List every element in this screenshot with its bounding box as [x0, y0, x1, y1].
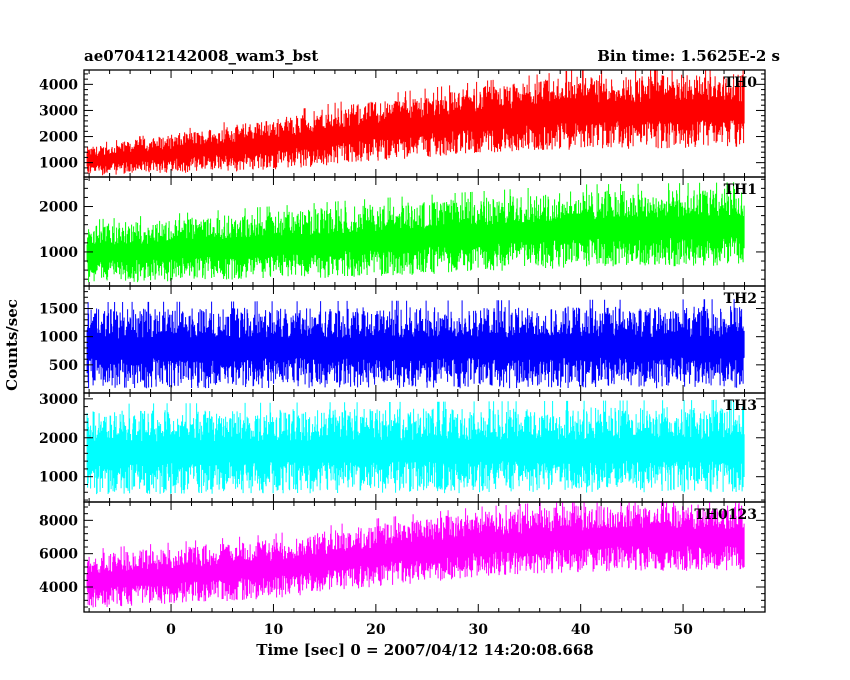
y-tick-label: 1000 — [39, 330, 78, 346]
panel-th1: 1000 2000 TH1 — [39, 176, 766, 287]
panel-group: 1000 2000 3000 4000 TH0 1000 2000 TH1 500 1000 150… — [39, 69, 766, 613]
x-tick-label: 10 — [264, 622, 284, 638]
y-tick-label: 4000 — [39, 580, 78, 596]
y-tick-label: 2000 — [39, 130, 78, 146]
y-tick-label: 1000 — [39, 156, 78, 172]
panel-th0: 1000 2000 3000 4000 TH0 — [39, 69, 766, 178]
bin-time-label: Bin time: 1.5625E-2 s — [597, 47, 780, 65]
panel-th3: 1000 2000 3000 TH3 — [39, 392, 766, 503]
panel-frame — [83, 501, 766, 613]
x-tick-labels: 0 10 20 30 40 50 — [166, 622, 693, 638]
panel-label: TH0 — [724, 75, 758, 91]
y-tick-label: 3000 — [39, 392, 78, 408]
panel-label: TH0123 — [694, 507, 757, 523]
y-tick-label: 2000 — [39, 431, 78, 447]
series-th0 — [86, 70, 745, 176]
y-axis-label: Counts/sec — [3, 299, 21, 391]
x-tick-label: 50 — [673, 622, 693, 638]
panel-th0123: 4000 6000 8000 TH0123 — [39, 501, 766, 613]
y-tick-label: 500 — [49, 358, 78, 374]
panel-label: TH3 — [724, 398, 757, 414]
y-tick-label: 1000 — [39, 470, 78, 486]
series-th1 — [86, 182, 745, 283]
x-tick-label: 20 — [366, 622, 386, 638]
panel-th2: 500 1000 1500 TH2 — [39, 285, 766, 394]
x-axis-label: Time [sec] 0 = 2007/04/12 14:20:08.668 — [256, 641, 593, 659]
y-tick-label: 6000 — [39, 547, 78, 563]
y-tick-label: 2000 — [39, 200, 78, 216]
y-tick-label: 1500 — [39, 302, 78, 318]
panel-label: TH1 — [724, 182, 757, 198]
x-tick-label: 40 — [571, 622, 591, 638]
series-th3 — [86, 399, 745, 495]
y-tick-label: 1000 — [39, 245, 78, 261]
panel-label: TH2 — [724, 291, 757, 307]
y-tick-label: 3000 — [39, 103, 78, 119]
y-tick-label: 8000 — [39, 513, 78, 529]
x-tick-label: 0 — [166, 622, 176, 638]
series-th2 — [86, 299, 745, 389]
series-th0123 — [86, 502, 745, 608]
chart-title: ae070412142008_wam3_bst — [84, 47, 318, 65]
y-tick-label: 4000 — [39, 77, 78, 93]
x-tick-label: 30 — [469, 622, 489, 638]
